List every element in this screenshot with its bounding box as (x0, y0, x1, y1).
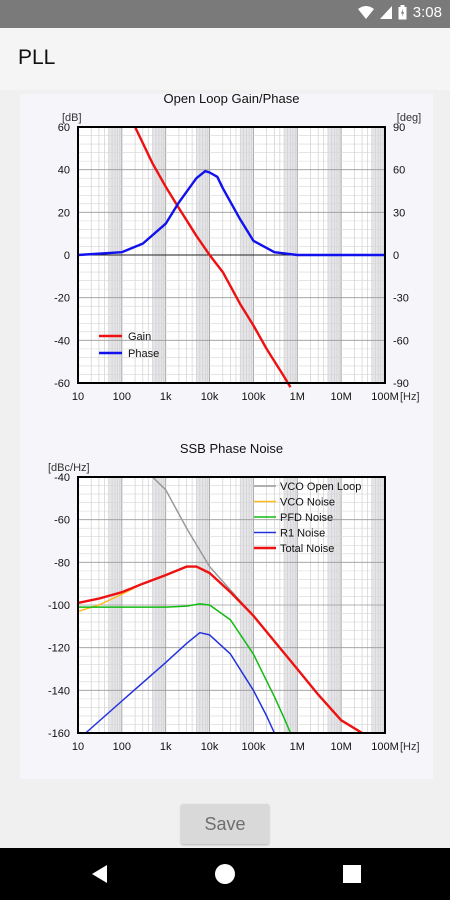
y-tick-label: -140 (48, 685, 70, 697)
page-title: PLL (18, 46, 56, 69)
y-tick-label: 20 (58, 207, 70, 219)
x-tick-label: 10 (72, 391, 84, 403)
series-line-total-noise (77, 565, 363, 735)
y2-axis-label: [deg] (397, 112, 421, 124)
y2-tick-label: 0 (393, 250, 399, 262)
legend-label: Gain (128, 331, 151, 343)
wifi-icon (357, 5, 374, 19)
y-tick-label: 40 (58, 165, 70, 177)
x-tick-label: 100 (113, 391, 131, 403)
y2-tick-label: 60 (393, 165, 405, 177)
battery-icon (398, 5, 407, 20)
x-tick-label: 100k (241, 391, 265, 403)
legend-label: VCO Noise (280, 497, 335, 509)
plot-frame (77, 126, 386, 384)
x-tick-label: 10 (72, 741, 84, 753)
series-line-pfd-noise (78, 603, 292, 734)
x-unit-label: [Hz] (400, 391, 420, 403)
plot-frame (77, 476, 386, 734)
legend-label: R1 Noise (280, 528, 325, 540)
save-button[interactable]: Save (181, 804, 269, 844)
y-axis-label: [dBc/Hz] (48, 462, 90, 474)
signal-icon (379, 6, 392, 19)
chart-title: SSB Phase Noise (180, 441, 283, 456)
status-time: 3:08 (412, 4, 442, 21)
legend-label: VCO Open Loop (280, 481, 361, 493)
y-tick-label: 60 (58, 122, 70, 134)
x-tick-label: 10k (201, 391, 219, 403)
y-tick-label: -100 (48, 600, 70, 612)
y2-tick-label: -60 (393, 335, 409, 347)
y2-tick-label: -90 (393, 378, 409, 390)
x-tick-label: 1M (290, 391, 305, 403)
y-tick-label: -20 (54, 293, 70, 305)
charts-svg: Open Loop Gain/Phase [dB] [deg] 60 40 20 0 -20 -… (48, 91, 421, 753)
legend-label: PFD Noise (280, 512, 333, 524)
x-tick-label: 1k (160, 391, 172, 403)
y-axis-label: [dB] (62, 112, 82, 124)
recents-icon[interactable] (340, 862, 364, 886)
app-bar: PLL (0, 28, 450, 90)
x-tick-label: 1k (160, 741, 172, 753)
x-unit-label: [Hz] (400, 741, 420, 753)
x-tick-label: 100M (371, 741, 399, 753)
y-tick-label: -40 (54, 472, 70, 484)
series-line-r1-noise (85, 631, 276, 734)
series-line-phase (77, 169, 385, 257)
x-tick-label: 10M (330, 741, 351, 753)
y-tick-label: -60 (54, 515, 70, 527)
y2-tick-label: 90 (393, 122, 405, 134)
x-tick-label: 100M (371, 391, 399, 403)
chart-panel: Open Loop Gain/Phase [dB] [deg] 60 40 20 0 -20 -… (20, 91, 433, 779)
nav-bar (0, 848, 450, 900)
back-icon[interactable] (88, 862, 112, 886)
x-tick-label: 10M (330, 391, 351, 403)
x-tick-label: 100 (113, 741, 131, 753)
y2-tick-label: 30 (393, 207, 405, 219)
content-area[interactable]: Open Loop Gain/Phase [dB] [deg] 60 40 20 0 -20 -… (0, 90, 450, 848)
x-tick-label: 1M (290, 741, 305, 753)
y-tick-label: -160 (48, 728, 70, 740)
chart-title: Open Loop Gain/Phase (164, 94, 300, 106)
y-tick-label: -120 (48, 643, 70, 655)
legend-label: Phase (128, 348, 159, 360)
y-tick-label: -80 (54, 557, 70, 569)
y2-tick-label: -30 (393, 293, 409, 305)
x-tick-label: 10k (201, 741, 219, 753)
y-tick-label: -40 (54, 335, 70, 347)
legend-label: Total Noise (280, 543, 334, 555)
y-tick-label: -60 (54, 378, 70, 390)
status-bar: 3:08 (0, 0, 450, 28)
y-tick-label: 0 (64, 250, 70, 262)
home-icon[interactable] (213, 862, 237, 886)
series-line-gain (134, 126, 292, 388)
x-tick-label: 100k (241, 741, 265, 753)
